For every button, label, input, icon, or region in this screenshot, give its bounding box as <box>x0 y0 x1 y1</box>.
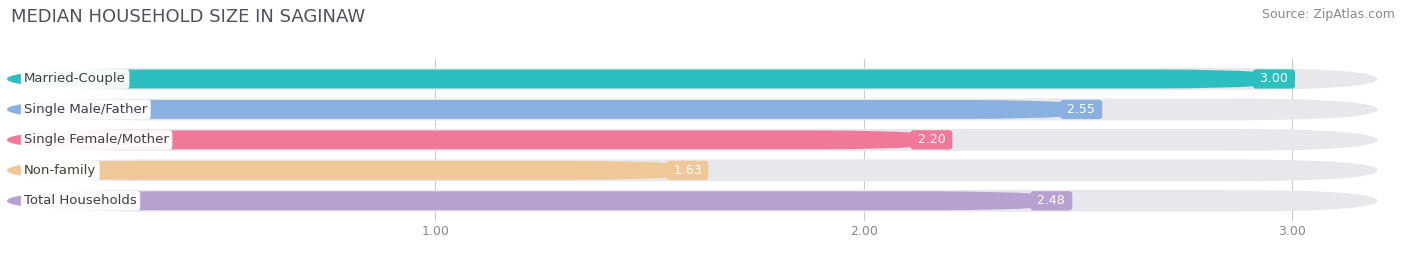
Text: Married-Couple: Married-Couple <box>24 72 127 86</box>
FancyBboxPatch shape <box>7 159 1378 181</box>
Text: 2.20: 2.20 <box>914 133 949 146</box>
FancyBboxPatch shape <box>7 129 1378 151</box>
Text: 3.00: 3.00 <box>1256 72 1292 86</box>
FancyBboxPatch shape <box>7 98 1378 121</box>
Text: 1.63: 1.63 <box>669 164 706 177</box>
FancyBboxPatch shape <box>7 69 1292 89</box>
Text: 2.48: 2.48 <box>1033 194 1069 207</box>
FancyBboxPatch shape <box>7 100 1099 119</box>
Text: Single Male/Father: Single Male/Father <box>24 103 148 116</box>
Text: Single Female/Mother: Single Female/Mother <box>24 133 169 146</box>
FancyBboxPatch shape <box>7 68 1378 90</box>
Text: MEDIAN HOUSEHOLD SIZE IN SAGINAW: MEDIAN HOUSEHOLD SIZE IN SAGINAW <box>11 8 366 26</box>
Text: Source: ZipAtlas.com: Source: ZipAtlas.com <box>1261 8 1395 21</box>
FancyBboxPatch shape <box>7 190 1378 212</box>
Text: Non-family: Non-family <box>24 164 97 177</box>
Text: Total Households: Total Households <box>24 194 136 207</box>
FancyBboxPatch shape <box>7 130 949 149</box>
Text: 2.55: 2.55 <box>1063 103 1099 116</box>
FancyBboxPatch shape <box>7 191 1069 210</box>
FancyBboxPatch shape <box>7 161 706 180</box>
